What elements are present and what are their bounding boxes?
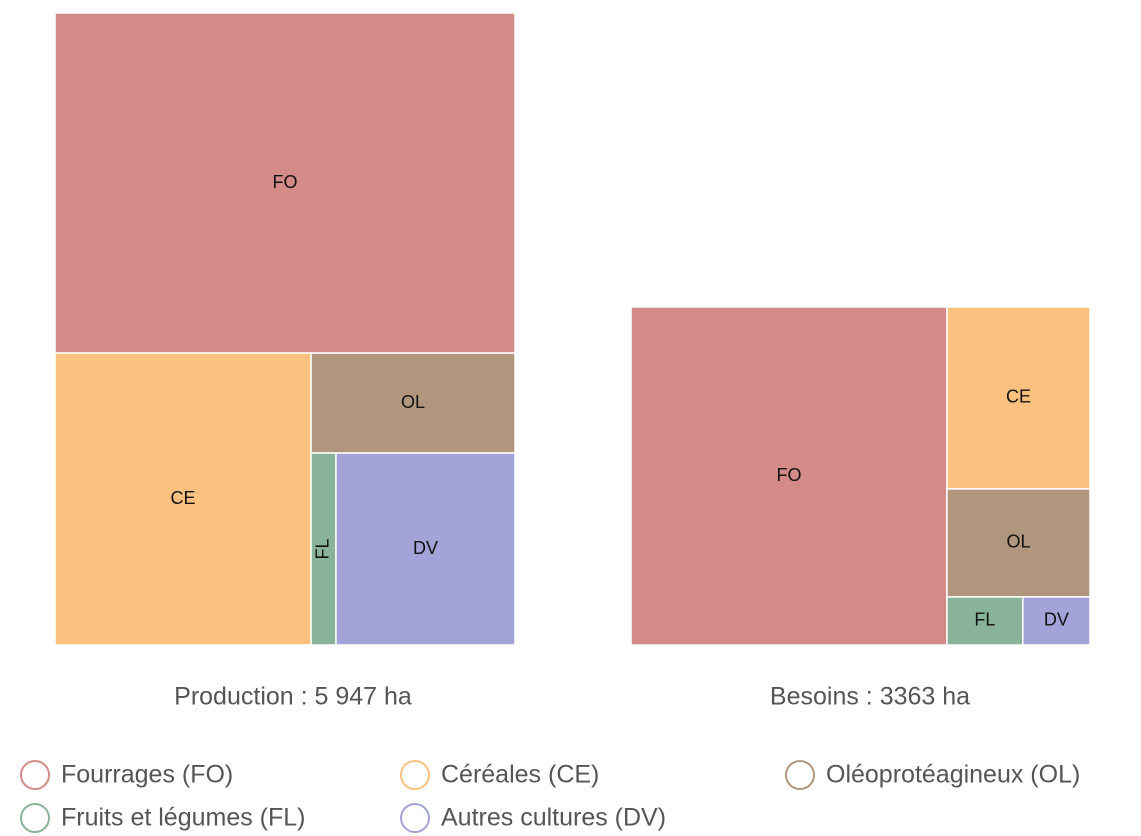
treemap-cell <box>1022 596 1091 646</box>
legend-label: Fourrages (FO) <box>61 761 233 789</box>
legend-item: Autres cultures (DV) <box>400 803 666 833</box>
chart-title: Production : 5 947 ha <box>174 683 412 711</box>
cell-label: CE <box>1006 387 1031 407</box>
cell-label: CE <box>171 488 196 508</box>
legend-item: Céréales (CE) <box>400 760 599 790</box>
treemap-cell <box>54 12 516 354</box>
cell-label: DV <box>413 538 438 558</box>
chart-title: Besoins : 3363 ha <box>770 683 970 711</box>
legend-label: Oléoprotéagineux (OL) <box>826 761 1080 789</box>
legend-label: Céréales (CE) <box>441 761 599 789</box>
legend-item: Fruits et légumes (FL) <box>20 803 306 833</box>
legend-item: Oléoprotéagineux (OL) <box>785 760 1080 790</box>
treemap-cell <box>630 306 948 646</box>
treemap-cell <box>54 352 312 646</box>
cell-label: FO <box>776 465 801 485</box>
legend-swatch <box>400 803 430 833</box>
cell-label: DV <box>1044 610 1069 630</box>
cell-label: FL <box>974 610 995 630</box>
legend-label: Autres cultures (DV) <box>441 804 666 832</box>
legend-swatch <box>400 760 430 790</box>
treemap-cell <box>946 488 1091 598</box>
legend-swatch <box>20 760 50 790</box>
cell-label: FO <box>273 172 298 192</box>
legend-swatch <box>785 760 815 790</box>
legend-item: Fourrages (FO) <box>20 760 233 790</box>
treemap-cell <box>310 352 516 454</box>
treemap-cell <box>335 452 516 646</box>
treemap-cell <box>946 596 1024 646</box>
legend-label: Fruits et légumes (FL) <box>61 804 306 832</box>
legend-swatch <box>20 803 50 833</box>
cell-label: OL <box>401 392 425 412</box>
cell-label: OL <box>1006 532 1030 552</box>
cell-label: FL <box>312 539 332 560</box>
